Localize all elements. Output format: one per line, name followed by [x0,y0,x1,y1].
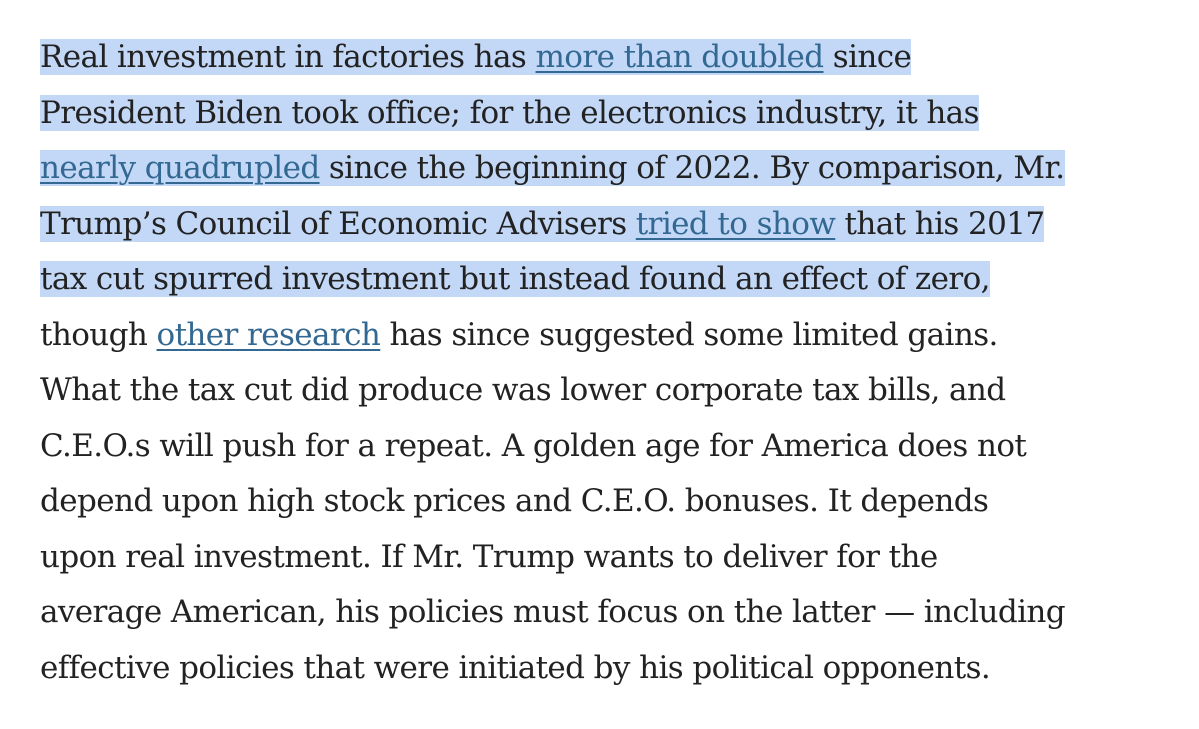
text-line-5: tax cut spurred investment but instead f… [40,252,1180,308]
highlighted-text: President Biden took office; for the ele… [40,94,979,131]
highlighted-text: nearly quadrupled since the beginning of… [40,150,1065,186]
link-nearly-quadrupled[interactable]: nearly quadrupled [40,150,320,186]
article-paragraph: Real investment in factories has more th… [40,30,1180,696]
text-segment: since the beginning of 2022. By comparis… [319,150,1065,186]
text-line-8: C.E.O.s will push for a repeat. A golden… [40,427,1027,464]
text-line-11: average American, his policies must focu… [40,594,1066,630]
text-line-4: Trump’s Council of Economic Advisers tri… [40,197,1180,253]
text-line-12: effective policies that were initiated b… [40,649,991,686]
highlighted-text: tax cut spurred investment but instead f… [40,261,991,297]
text-line-6: though other research has since suggeste… [40,308,1180,364]
highlighted-text: Trump’s Council of Economic Advisers tri… [40,205,1046,242]
text-line-9: depend upon high stock prices and C.E.O.… [40,483,989,519]
link-other-research[interactable]: other research [156,316,381,353]
text-line-7: What the tax cut did produce was lower c… [40,372,1006,408]
highlighted-text: Real investment in factories has more th… [40,39,912,75]
text-line-10: upon real investment. If Mr. Trump wants… [40,538,938,575]
text-line-2: President Biden took office; for the ele… [40,86,1180,142]
text-segment: has since suggested some limited gains. [380,316,999,353]
text-segment: Trump’s Council of Economic Advisers [40,205,636,242]
text-segment: Real investment in factories has [40,39,536,75]
link-more-than-doubled[interactable]: more than doubled [535,39,825,75]
text-segment: since [823,39,912,75]
text-segment: that his 2017 [835,205,1046,242]
text-segment: though [40,316,157,353]
link-tried-to-show[interactable]: tried to show [635,205,836,242]
text-line-3: nearly quadrupled since the beginning of… [40,141,1180,197]
text-line-1: Real investment in factories has more th… [40,30,1180,86]
